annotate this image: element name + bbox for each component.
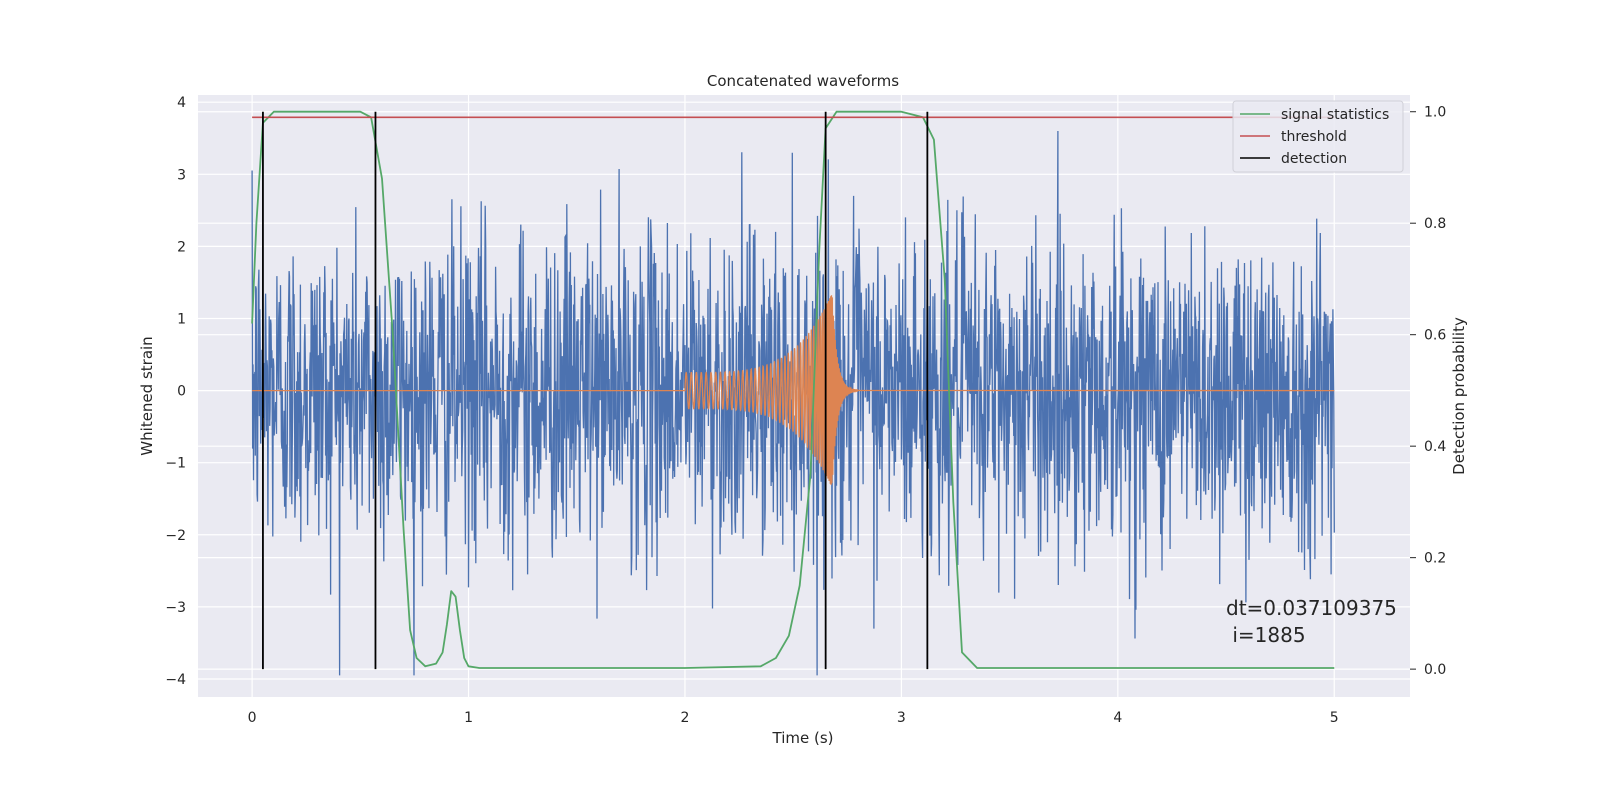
y-axis-label-right: Detection probability <box>1450 317 1468 475</box>
y-right-tick-label: 0.0 <box>1424 662 1446 678</box>
x-tick-label: 3 <box>897 710 906 726</box>
chart-title: Concatenated waveforms <box>707 72 899 90</box>
y-right-tick-label: 1.0 <box>1424 105 1446 121</box>
x-tick-label: 5 <box>1330 710 1339 726</box>
legend-label-signal-statistics: signal statistics <box>1281 107 1389 123</box>
x-tick-label: 2 <box>681 710 690 726</box>
legend-label-detection: detection <box>1281 151 1347 167</box>
y-left-tick-label: 1 <box>177 311 186 327</box>
x-axis-label: Time (s) <box>772 729 834 747</box>
series-layer <box>251 110 1335 676</box>
legend-label-threshold: threshold <box>1281 129 1347 145</box>
y-left-tick-label: −4 <box>165 672 186 688</box>
y-left-tick-label: −3 <box>165 600 186 616</box>
y-right-tick-label: 0.8 <box>1424 216 1446 232</box>
x-tick-label: 4 <box>1113 710 1122 726</box>
y-axis-label-left: Whitened strain <box>138 336 156 455</box>
y-left-tick-label: 4 <box>177 95 186 111</box>
y-left-tick-label: 2 <box>177 239 186 255</box>
y-left-tick-label: 3 <box>177 167 186 183</box>
y-left-tick-label: 0 <box>177 384 186 400</box>
y-right-tick-label: 0.6 <box>1424 328 1446 344</box>
annotation-dt: dt=0.037109375 <box>1226 596 1397 620</box>
legend-box <box>1232 100 1404 173</box>
y-left-tick-label: −1 <box>165 456 186 472</box>
y-right-tick-label: 0.2 <box>1424 551 1446 567</box>
axes: 0 1 2 3 4 5 −4 −3 −2 −1 0 1 2 3 4 0.0 0.2 0.4 0.6 0.8 1.0 <box>165 95 1446 726</box>
x-tick-label: 1 <box>464 710 473 726</box>
legend: signal statistics threshold detection <box>1232 100 1404 173</box>
annotation: dt=0.037109375 i=1885 <box>1226 596 1397 647</box>
y-left-tick-label: −2 <box>165 528 186 544</box>
series-injected-waveform <box>252 295 1335 485</box>
x-tick-label: 0 <box>248 710 257 726</box>
y-right-tick-label: 0.4 <box>1424 439 1446 455</box>
series-signal-statistics <box>251 110 1335 669</box>
annotation-i: i=1885 <box>1226 623 1306 647</box>
